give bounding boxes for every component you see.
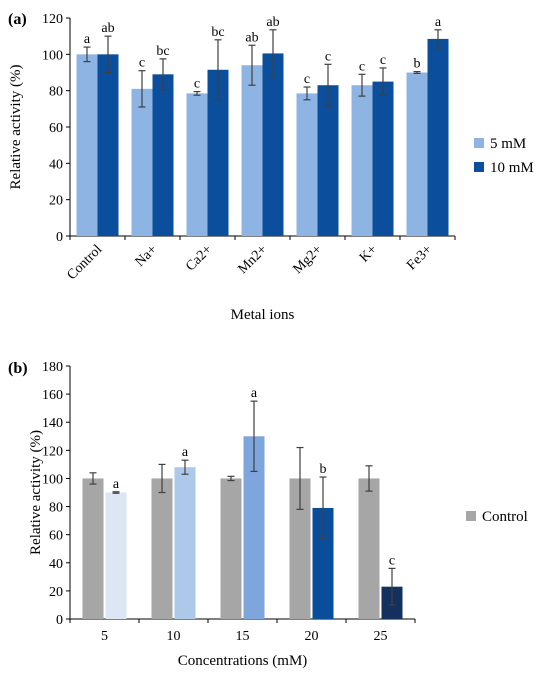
bar [289, 478, 311, 619]
significance-letter: c [194, 77, 200, 92]
y-tick-label: 120 [42, 12, 63, 27]
x-tick-label: 5 [101, 629, 108, 644]
x-tick-label: 25 [374, 629, 388, 644]
significance-letter: ab [245, 30, 258, 45]
y-tick-label: 80 [49, 85, 63, 100]
y-tick-label: 160 [42, 388, 63, 403]
bar [105, 492, 127, 619]
significance-letter: a [182, 445, 189, 460]
y-tick-label: 100 [42, 472, 63, 487]
significance-letter: a [435, 15, 442, 30]
y-tick-label: 60 [49, 529, 63, 544]
y-tick-label: 140 [42, 416, 63, 431]
y-tick-label: 60 [49, 121, 63, 136]
significance-letter: c [325, 49, 331, 64]
significance-letter: bc [211, 25, 224, 40]
bar [186, 93, 208, 237]
bar [243, 436, 265, 619]
bar [76, 54, 98, 237]
x-tick-label: Control [64, 242, 105, 283]
significance-letter: c [359, 59, 365, 74]
bar [317, 85, 339, 236]
y-tick-label: 20 [49, 585, 63, 600]
x-tick-label: K+ [357, 242, 380, 265]
chart-a-metal-ions: (a) 0 20 40 60 80 100 120 Control Na+ Ca2+ Mn2+ Mg2… [8, 11, 534, 323]
bar [131, 88, 153, 236]
y-tick-label: 180 [42, 360, 63, 375]
bar [406, 72, 428, 236]
y-tick-label: 40 [49, 157, 63, 172]
y-tick-label: 120 [42, 444, 63, 459]
x-tick-label: Na+ [133, 242, 161, 270]
x-tick-label: Ca2+ [183, 242, 215, 274]
x-tick-label: 15 [236, 629, 250, 644]
significance-letter: a [251, 386, 258, 401]
y-axis-title: Relative activity (%) [28, 430, 44, 555]
bar [296, 93, 318, 237]
y-tick-label: 80 [49, 501, 63, 516]
legend-label: Control [482, 509, 528, 525]
significance-letter: ab [266, 15, 279, 30]
bar [82, 478, 104, 619]
significance-letter: b [320, 462, 327, 477]
bar [220, 478, 242, 619]
bar [151, 478, 173, 619]
significance-letter: c [380, 53, 386, 68]
bar [351, 85, 373, 236]
legend-swatch [474, 162, 484, 172]
significance-letter: c [139, 56, 145, 71]
bar [262, 53, 284, 236]
legend-swatch [466, 511, 476, 521]
bar [241, 65, 263, 236]
significance-letter: c [304, 72, 310, 87]
significance-letter: a [84, 32, 91, 47]
y-tick-label: 20 [49, 194, 63, 209]
bar [372, 81, 394, 236]
bar [312, 507, 334, 619]
x-tick-label: 20 [305, 629, 319, 644]
significance-letter: a [113, 477, 120, 492]
significance-letter: bc [156, 44, 169, 59]
significance-letter: c [389, 553, 395, 568]
significance-letter: ab [101, 21, 114, 36]
panel-label-b: (b) [8, 360, 28, 377]
bar [97, 54, 119, 237]
panel-label-a: (a) [8, 11, 27, 28]
bar [174, 467, 196, 619]
bar [152, 74, 174, 236]
y-tick-label: 0 [56, 613, 63, 628]
x-tick-label: 10 [167, 629, 181, 644]
legend-label: 5 mM [490, 136, 526, 152]
bar [358, 478, 380, 619]
legend-label: 10 mM [490, 160, 534, 176]
bar [207, 69, 229, 237]
x-tick-label: Mn2+ [235, 242, 270, 277]
y-tick-label: 100 [42, 48, 63, 63]
x-axis-title: Concentrations (mM) [178, 653, 308, 669]
y-axis-title: Relative activity (%) [8, 65, 24, 190]
y-tick-label: 40 [49, 557, 63, 572]
x-tick-label: Mg2+ [290, 242, 325, 277]
x-axis-title: Metal ions [231, 307, 295, 323]
legend-swatch [474, 138, 484, 148]
chart-b-concentrations: (b) 0 20 40 60 80 100 120 140 160 180 5 10 15 20 25 a a a… [8, 360, 528, 669]
bar [427, 38, 449, 237]
y-tick-label: 0 [56, 230, 63, 245]
significance-letter: b [414, 57, 421, 72]
x-tick-label: Fe3+ [404, 242, 435, 273]
